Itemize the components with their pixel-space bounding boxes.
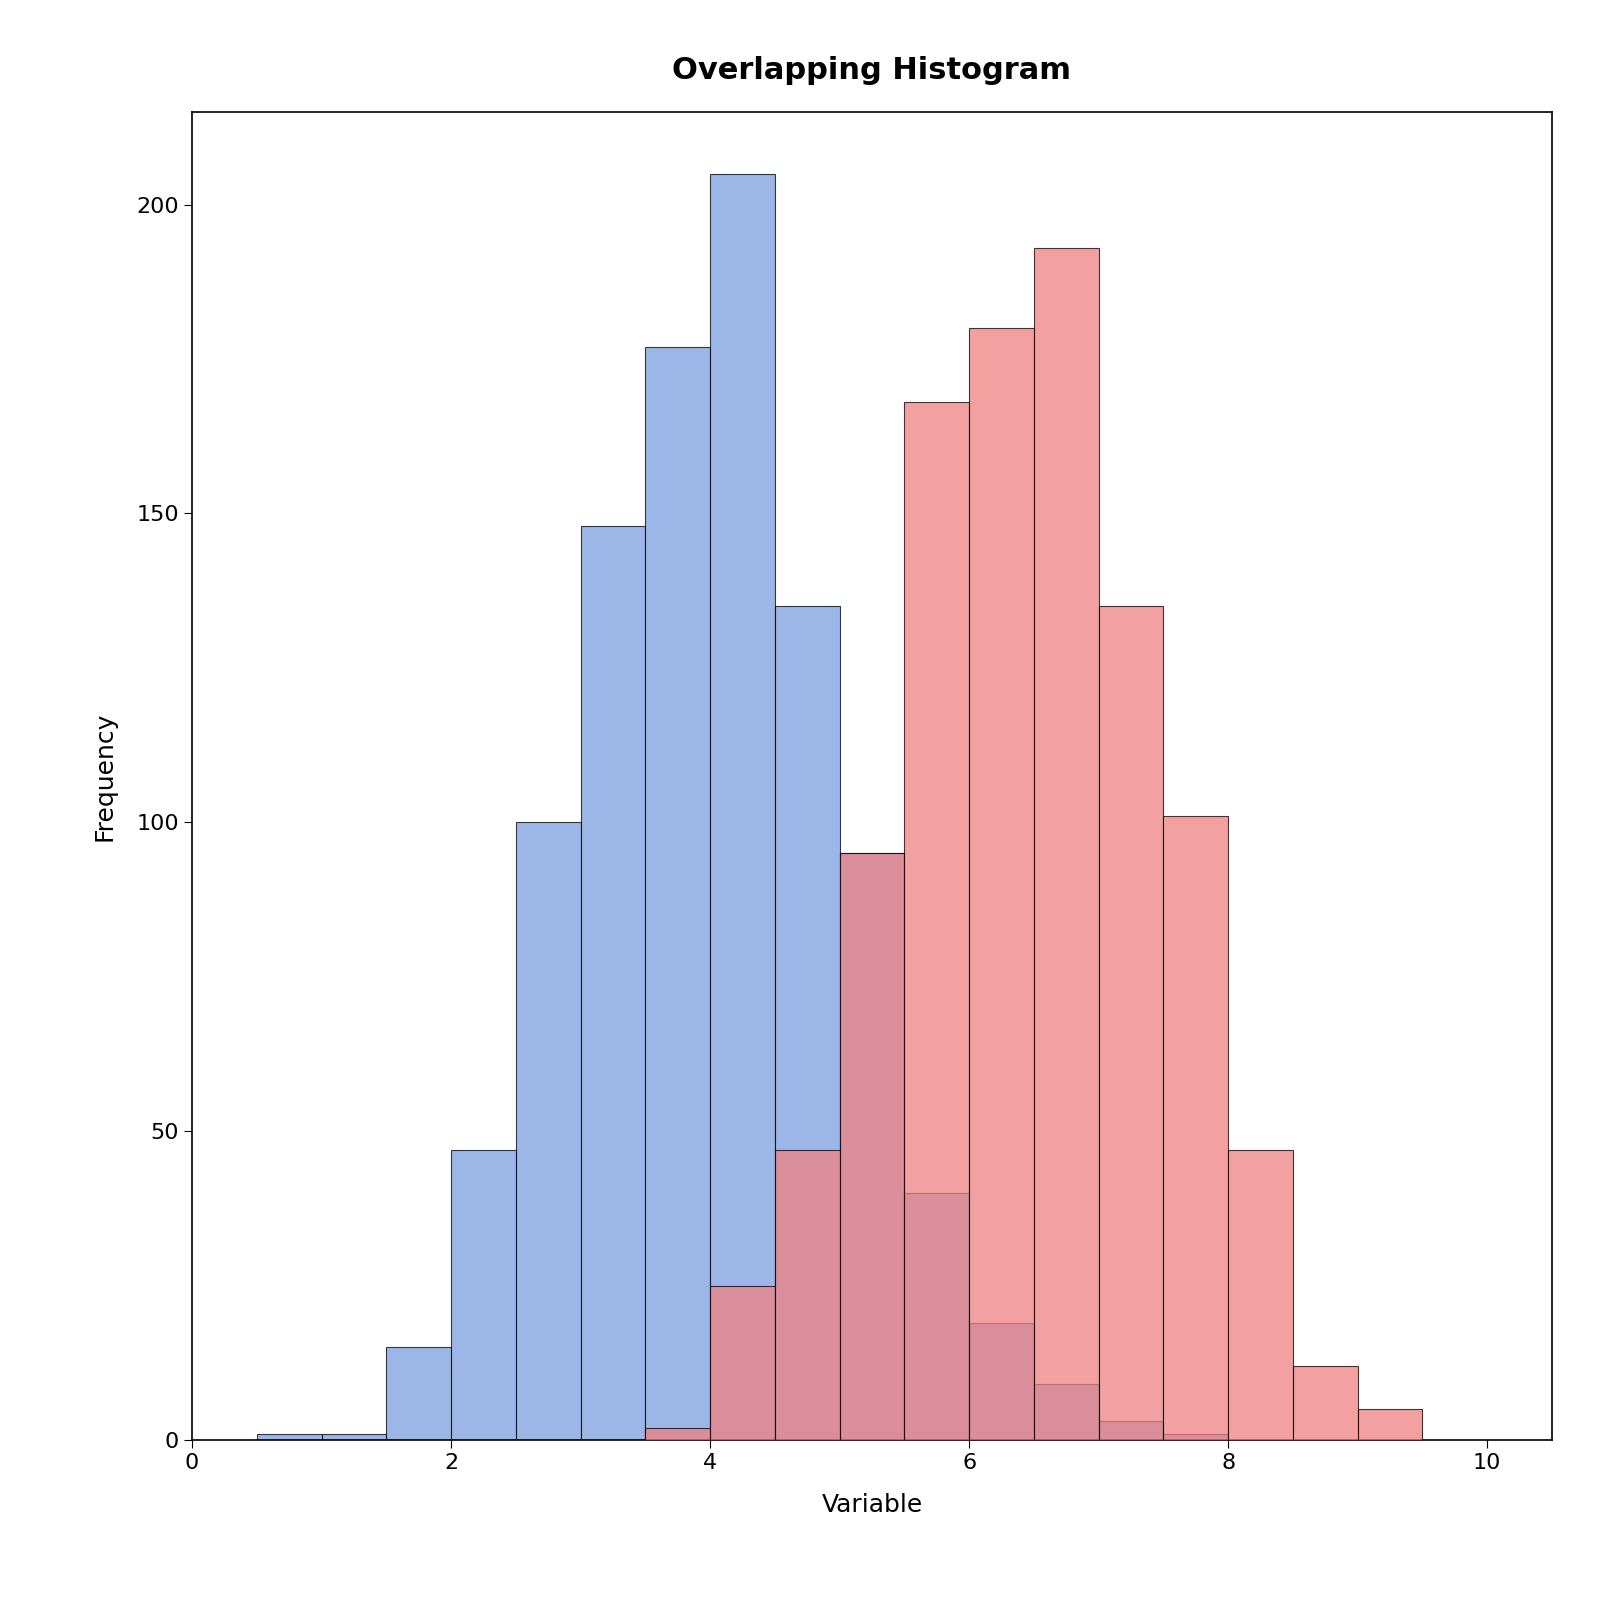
Bar (581, 526, 645, 1440)
Bar (1034, 248, 1099, 1440)
Bar (840, 853, 904, 1440)
Bar (1229, 1150, 1293, 1440)
Bar (904, 1194, 970, 1440)
Bar (322, 1434, 386, 1440)
X-axis label: Variable: Variable (821, 1493, 923, 1517)
Bar (1358, 1410, 1422, 1440)
Bar (515, 822, 581, 1440)
Bar (386, 1347, 451, 1440)
Bar (1034, 1384, 1099, 1440)
Bar (904, 402, 970, 1440)
Bar (645, 1427, 710, 1440)
Bar (774, 606, 840, 1440)
Bar (1099, 1421, 1163, 1440)
Title: Overlapping Histogram: Overlapping Histogram (672, 56, 1072, 85)
Bar (970, 328, 1034, 1440)
Bar (774, 1150, 840, 1440)
Bar (645, 347, 710, 1440)
Bar (256, 1434, 322, 1440)
Bar (970, 1323, 1034, 1440)
Y-axis label: Frequency: Frequency (93, 712, 117, 840)
Bar (840, 853, 904, 1440)
Bar (1163, 1434, 1229, 1440)
Bar (710, 174, 774, 1440)
Bar (1099, 606, 1163, 1440)
Bar (710, 1285, 774, 1440)
Bar (1293, 1366, 1358, 1440)
Bar (451, 1150, 515, 1440)
Bar (1163, 816, 1229, 1440)
